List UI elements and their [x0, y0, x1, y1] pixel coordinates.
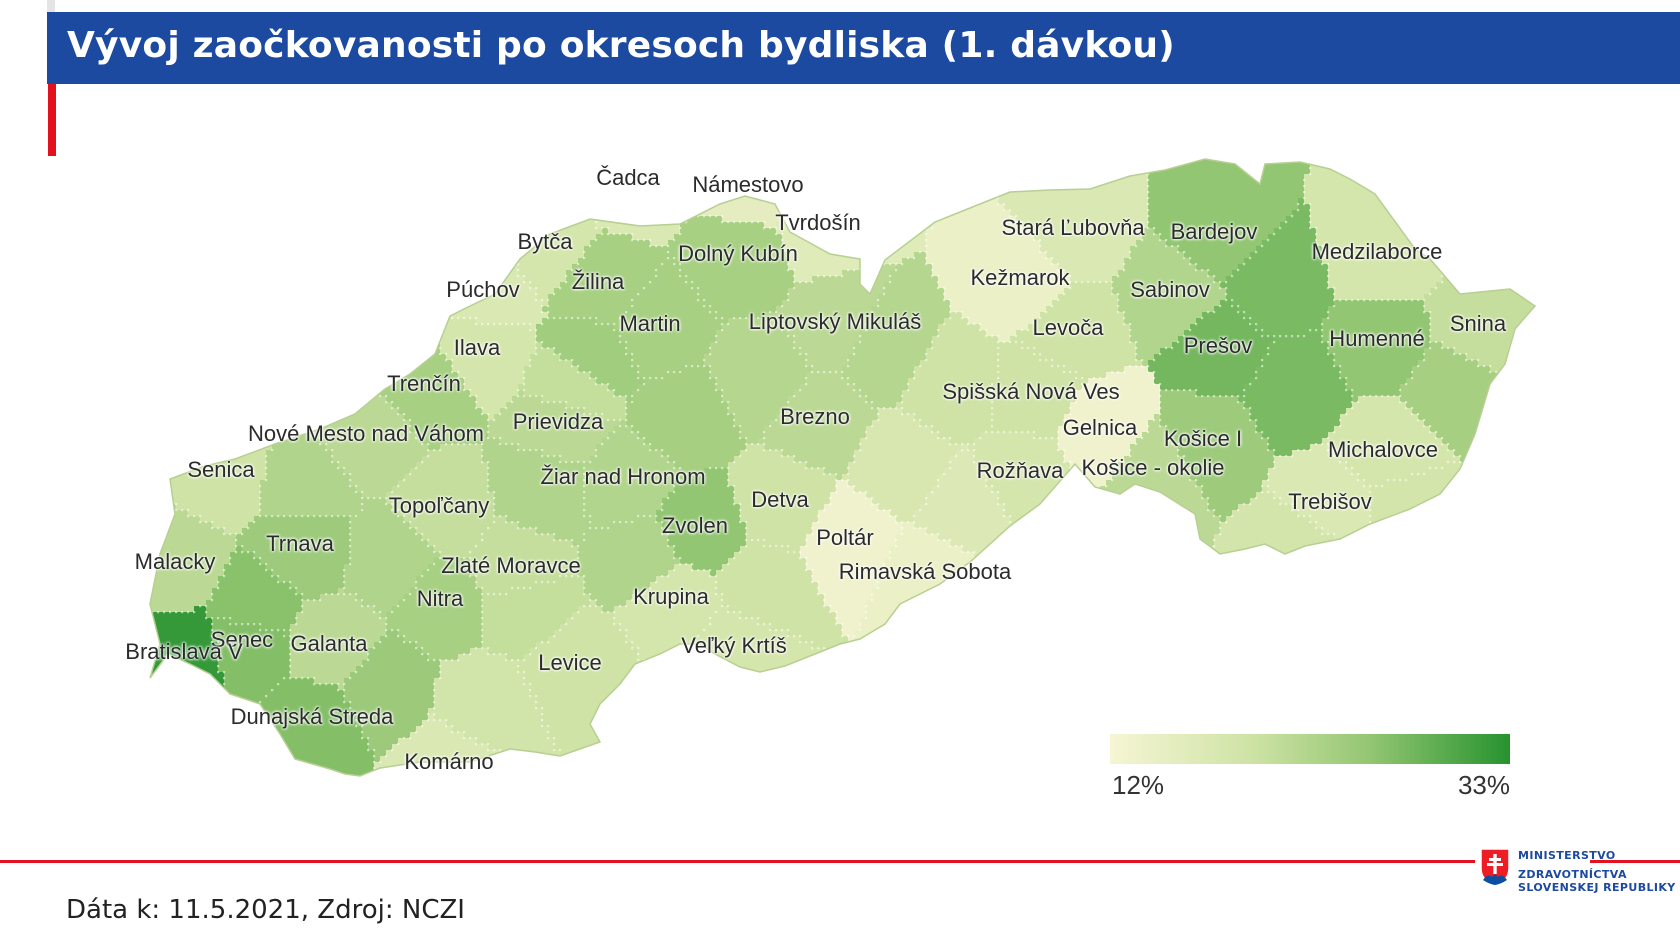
- footer-divider: [0, 860, 1475, 863]
- district-label: Gelnica: [1063, 415, 1138, 441]
- district-label: Rožňava: [977, 458, 1064, 484]
- district-label: Sabinov: [1130, 277, 1210, 303]
- district-label: Trebišov: [1288, 489, 1372, 515]
- district-label: Tvrdošín: [775, 210, 861, 236]
- district-label: Trnava: [266, 531, 334, 557]
- district-label: Zlaté Moravce: [441, 553, 580, 579]
- choropleth-map: Čadca Námestovo Tvrdošín Bytča Dolný Kubín Ži…: [0, 84, 1680, 854]
- district-label: Žilina: [572, 269, 625, 295]
- ministry-line-2: ZDRAVOTNÍCTVA: [1518, 868, 1627, 881]
- district-label: Galanta: [290, 631, 367, 657]
- district-label: Poltár: [816, 525, 873, 551]
- title-bar: Vývoj zaočkovanosti po okresoch bydliska…: [47, 12, 1680, 84]
- district-label: Malacky: [135, 549, 216, 575]
- district-label: Košice I: [1164, 426, 1242, 452]
- district-label: Snina: [1450, 311, 1506, 337]
- district-label: Nové Mesto nad Váhom: [248, 421, 484, 447]
- district-label: Čadca: [596, 165, 660, 191]
- district-label: Humenné: [1329, 326, 1424, 352]
- footer-divider-right: [1590, 860, 1680, 863]
- district-label: Krupina: [633, 584, 709, 610]
- district-label: Topoľčany: [389, 493, 490, 519]
- district-label: Púchov: [446, 277, 519, 303]
- page-title: Vývoj zaočkovanosti po okresoch bydliska…: [67, 22, 1175, 70]
- district-label: Trenčín: [387, 371, 461, 397]
- district-label: Senec: [211, 627, 273, 653]
- district-label: Bardejov: [1171, 219, 1258, 245]
- color-scale-legend: 12% 33%: [1090, 726, 1530, 822]
- district-label: Ilava: [454, 335, 500, 361]
- district-label: Námestovo: [692, 172, 803, 198]
- slovakia-map-svg: [149, 158, 1536, 777]
- district-label: Stará Ľubovňa: [1001, 215, 1144, 241]
- red-accent-bar: [48, 84, 56, 156]
- district-label: Liptovský Mikuláš: [749, 309, 921, 335]
- legend-gradient-bar: [1110, 734, 1510, 764]
- district-label: Dolný Kubín: [678, 241, 798, 267]
- top-edge-strip: [47, 0, 55, 12]
- district-label: Detva: [751, 487, 808, 513]
- data-source-note: Dáta k: 11.5.2021, Zdroj: NCZI: [66, 895, 465, 925]
- ministry-logo: MINISTERSTVO ZDRAVOTNÍCTVA SLOVENSKEJ RE…: [1478, 846, 1678, 906]
- district-label: Dunajská Streda: [231, 704, 394, 730]
- district-label: Levoča: [1033, 315, 1104, 341]
- district-label: Bytča: [517, 229, 572, 255]
- district-label: Košice - okolie: [1081, 455, 1224, 481]
- district-label: Prešov: [1184, 333, 1252, 359]
- district-label: Medzilaborce: [1312, 239, 1443, 265]
- legend-max-label: 33%: [1458, 770, 1510, 801]
- district-label: Prievidza: [513, 409, 603, 435]
- slovak-coat-of-arms-icon: [1480, 848, 1510, 886]
- district-label: Brezno: [780, 404, 850, 430]
- district-label: Levice: [538, 650, 602, 676]
- district-label: Spišská Nová Ves: [942, 379, 1119, 405]
- district-label: Senica: [187, 457, 254, 483]
- district-label: Kežmarok: [970, 265, 1069, 291]
- district-label: Rimavská Sobota: [839, 559, 1011, 585]
- ministry-line-1: MINISTERSTVO: [1518, 849, 1616, 862]
- district-label: Michalovce: [1328, 437, 1438, 463]
- district-label: Komárno: [404, 749, 493, 775]
- district-label: Veľký Krtíš: [681, 633, 786, 659]
- district-label: Žiar nad Hronom: [540, 464, 705, 490]
- district-label: Martin: [619, 311, 680, 337]
- legend-min-label: 12%: [1112, 770, 1164, 801]
- district-label: Zvolen: [662, 513, 728, 539]
- district-label: Bratislava V: [125, 639, 242, 665]
- district-label: Nitra: [417, 586, 463, 612]
- ministry-line-3: SLOVENSKEJ REPUBLIKY: [1518, 881, 1676, 894]
